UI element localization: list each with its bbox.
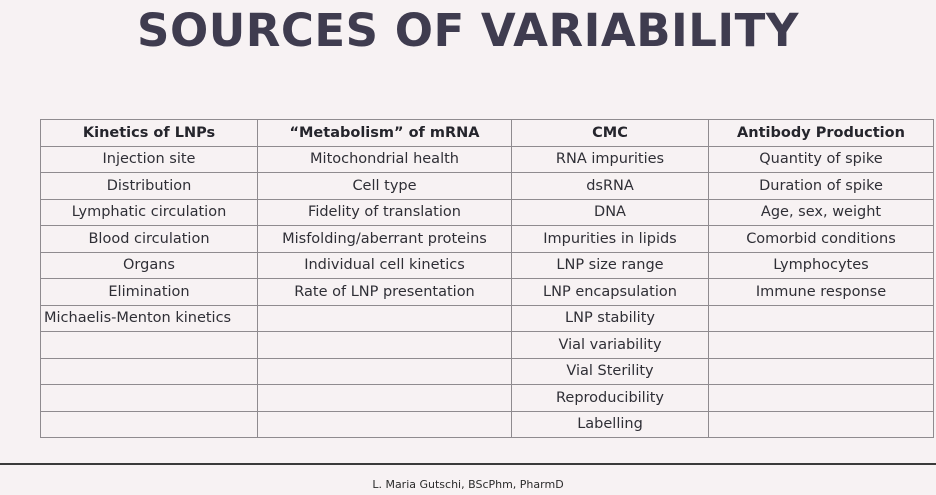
table-cell [708,410,934,438]
table-cell: Vial variability [511,331,709,359]
table-cell: Injection site [40,145,258,173]
table-cell [257,384,512,412]
table-cell: Individual cell kinetics [257,251,512,279]
table-cell: Duration of spike [708,172,934,200]
table-cell: Cell type [257,172,512,200]
table-row: Vial variability [40,331,934,359]
table-cell: Quantity of spike [708,145,934,173]
table-cell: Mitochondrial health [257,145,512,173]
table-cell [708,357,934,385]
table-cell: Misfolding/aberrant proteins [257,225,512,253]
table-row: Distribution Cell type dsRNA Duration of… [40,172,934,200]
slide-title: SOURCES OF VARIABILITY [137,4,799,57]
header-kinetics-of-lnps: Kinetics of LNPs [40,119,258,147]
table-cell [708,384,934,412]
header-metabolism-of-mrna: “Metabolism” of mRNA [257,119,512,147]
footer-author: L. Maria Gutschi, BScPhm, PharmD [372,478,564,491]
variability-table-container: Kinetics of LNPs “Metabolism” of mRNA CM… [40,119,934,438]
header-antibody-production: Antibody Production [708,119,934,147]
table-cell: dsRNA [511,172,709,200]
table-row: Injection site Mitochondrial health RNA … [40,145,934,173]
table-cell: Fidelity of translation [257,198,512,226]
table-cell: Immune response [708,278,934,306]
table-cell: Comorbid conditions [708,225,934,253]
table-cell: Distribution [40,172,258,200]
table-row: Organs Individual cell kinetics LNP size… [40,251,934,279]
table-cell [708,331,934,359]
table-cell [257,331,512,359]
table-cell: Impurities in lipids [511,225,709,253]
table-cell: DNA [511,198,709,226]
table-row: Labelling [40,410,934,438]
table-cell [257,357,512,385]
table-cell: RNA impurities [511,145,709,173]
table-cell: Age, sex, weight [708,198,934,226]
table-cell [257,304,512,332]
table-cell: LNP encapsulation [511,278,709,306]
table-header-row: Kinetics of LNPs “Metabolism” of mRNA CM… [40,119,934,147]
table-cell [40,410,258,438]
table-row: Reproducibility [40,384,934,412]
table-cell [40,384,258,412]
table-row: Elimination Rate of LNP presentation LNP… [40,278,934,306]
table-cell: LNP stability [511,304,709,332]
table-cell [40,357,258,385]
table-row: Vial Sterility [40,357,934,385]
table-cell: Lymphatic circulation [40,198,258,226]
table-cell: Reproducibility [511,384,709,412]
table-cell: Labelling [511,410,709,438]
table-cell: Lymphocytes [708,251,934,279]
table-cell: Vial Sterility [511,357,709,385]
table-row: Blood circulation Misfolding/aberrant pr… [40,225,934,253]
header-cmc: CMC [511,119,709,147]
table-cell: LNP size range [511,251,709,279]
table-cell: Michaelis-Menton kinetics [40,304,258,332]
table-cell [257,410,512,438]
table-cell [40,331,258,359]
table-row: Michaelis-Menton kinetics LNP stability [40,304,934,332]
table-cell: Rate of LNP presentation [257,278,512,306]
table-cell: Blood circulation [40,225,258,253]
table-cell: Elimination [40,278,258,306]
table-cell: Organs [40,251,258,279]
footer-divider [0,463,936,465]
table-cell [708,304,934,332]
table-row: Lymphatic circulation Fidelity of transl… [40,198,934,226]
variability-table: Kinetics of LNPs “Metabolism” of mRNA CM… [40,119,934,438]
